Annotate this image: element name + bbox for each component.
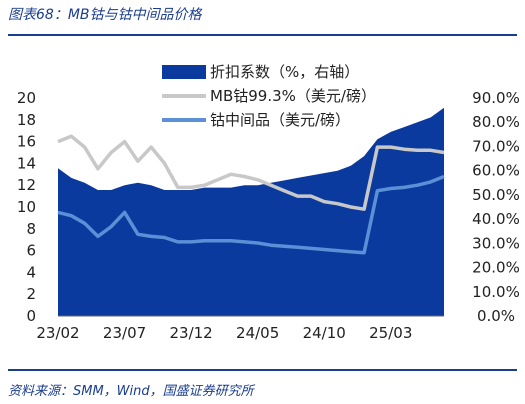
series-area-0 xyxy=(58,107,444,316)
y-left-tick-label: 12 xyxy=(17,176,36,194)
y-left-tick-label: 14 xyxy=(17,154,36,172)
y-right-tick-label: 30.0% xyxy=(472,234,520,252)
legend-label: 折扣系数（%，右轴） xyxy=(210,63,359,81)
y-left-tick-label: 16 xyxy=(17,133,36,151)
x-tick-label: 24/10 xyxy=(303,324,346,342)
x-tick-label: 23/07 xyxy=(103,324,146,342)
source-note: 资料来源：SMM，Wind，国盛证券研究所 xyxy=(8,384,254,399)
discount-area-layer xyxy=(58,107,444,316)
legend-swatch-area xyxy=(162,65,206,79)
y-right-tick-label: 90.0% xyxy=(472,89,520,107)
price-lines-layer xyxy=(57,134,445,255)
axes-layer: 0 2 4 6 8 10 12 14 16 18 20 0.0% 10.0% 20.0% 30.0% 40.0… xyxy=(17,89,520,342)
y-right-tick-label: 0.0% xyxy=(477,307,515,325)
series-line-2 xyxy=(57,174,445,255)
x-tick-label: 23/12 xyxy=(169,324,212,342)
x-tick-label: 24/05 xyxy=(236,324,279,342)
y-right-tick-label: 70.0% xyxy=(472,137,520,155)
y-left-tick-label: 6 xyxy=(26,242,36,260)
y-left-tick-label: 18 xyxy=(17,111,36,129)
y-right-tick-label: 80.0% xyxy=(472,113,520,131)
y-left-tick-label: 10 xyxy=(17,198,36,216)
y-right-tick-label: 50.0% xyxy=(472,186,520,204)
figure-title: 图表68：MB钴与钴中间品价格 xyxy=(8,7,202,23)
y-left-tick-label: 0 xyxy=(26,307,36,325)
legend-label: 钴中间品（美元/磅） xyxy=(210,111,350,129)
y-left-tick-label: 2 xyxy=(26,285,36,303)
y-left-tick-label: 4 xyxy=(26,263,36,281)
legend-label: MB钴99.3%（美元/磅） xyxy=(210,87,376,105)
series-line-1 xyxy=(57,134,445,211)
x-tick-label: 25/03 xyxy=(369,324,412,342)
y-right-tick-label: 20.0% xyxy=(472,259,520,277)
y-right-tick-label: 40.0% xyxy=(472,210,520,228)
y-left-tick-label: 8 xyxy=(26,220,36,238)
y-right-tick-label: 10.0% xyxy=(472,283,520,301)
x-tick-label: 23/02 xyxy=(36,324,79,342)
legend: 折扣系数（%，右轴） MB钴99.3%（美元/磅） 钴中间品（美元/磅） xyxy=(162,63,376,129)
title-divider xyxy=(8,34,517,36)
y-left-tick-label: 20 xyxy=(17,89,36,107)
y-right-tick-label: 60.0% xyxy=(472,162,520,180)
source-divider xyxy=(8,369,517,371)
